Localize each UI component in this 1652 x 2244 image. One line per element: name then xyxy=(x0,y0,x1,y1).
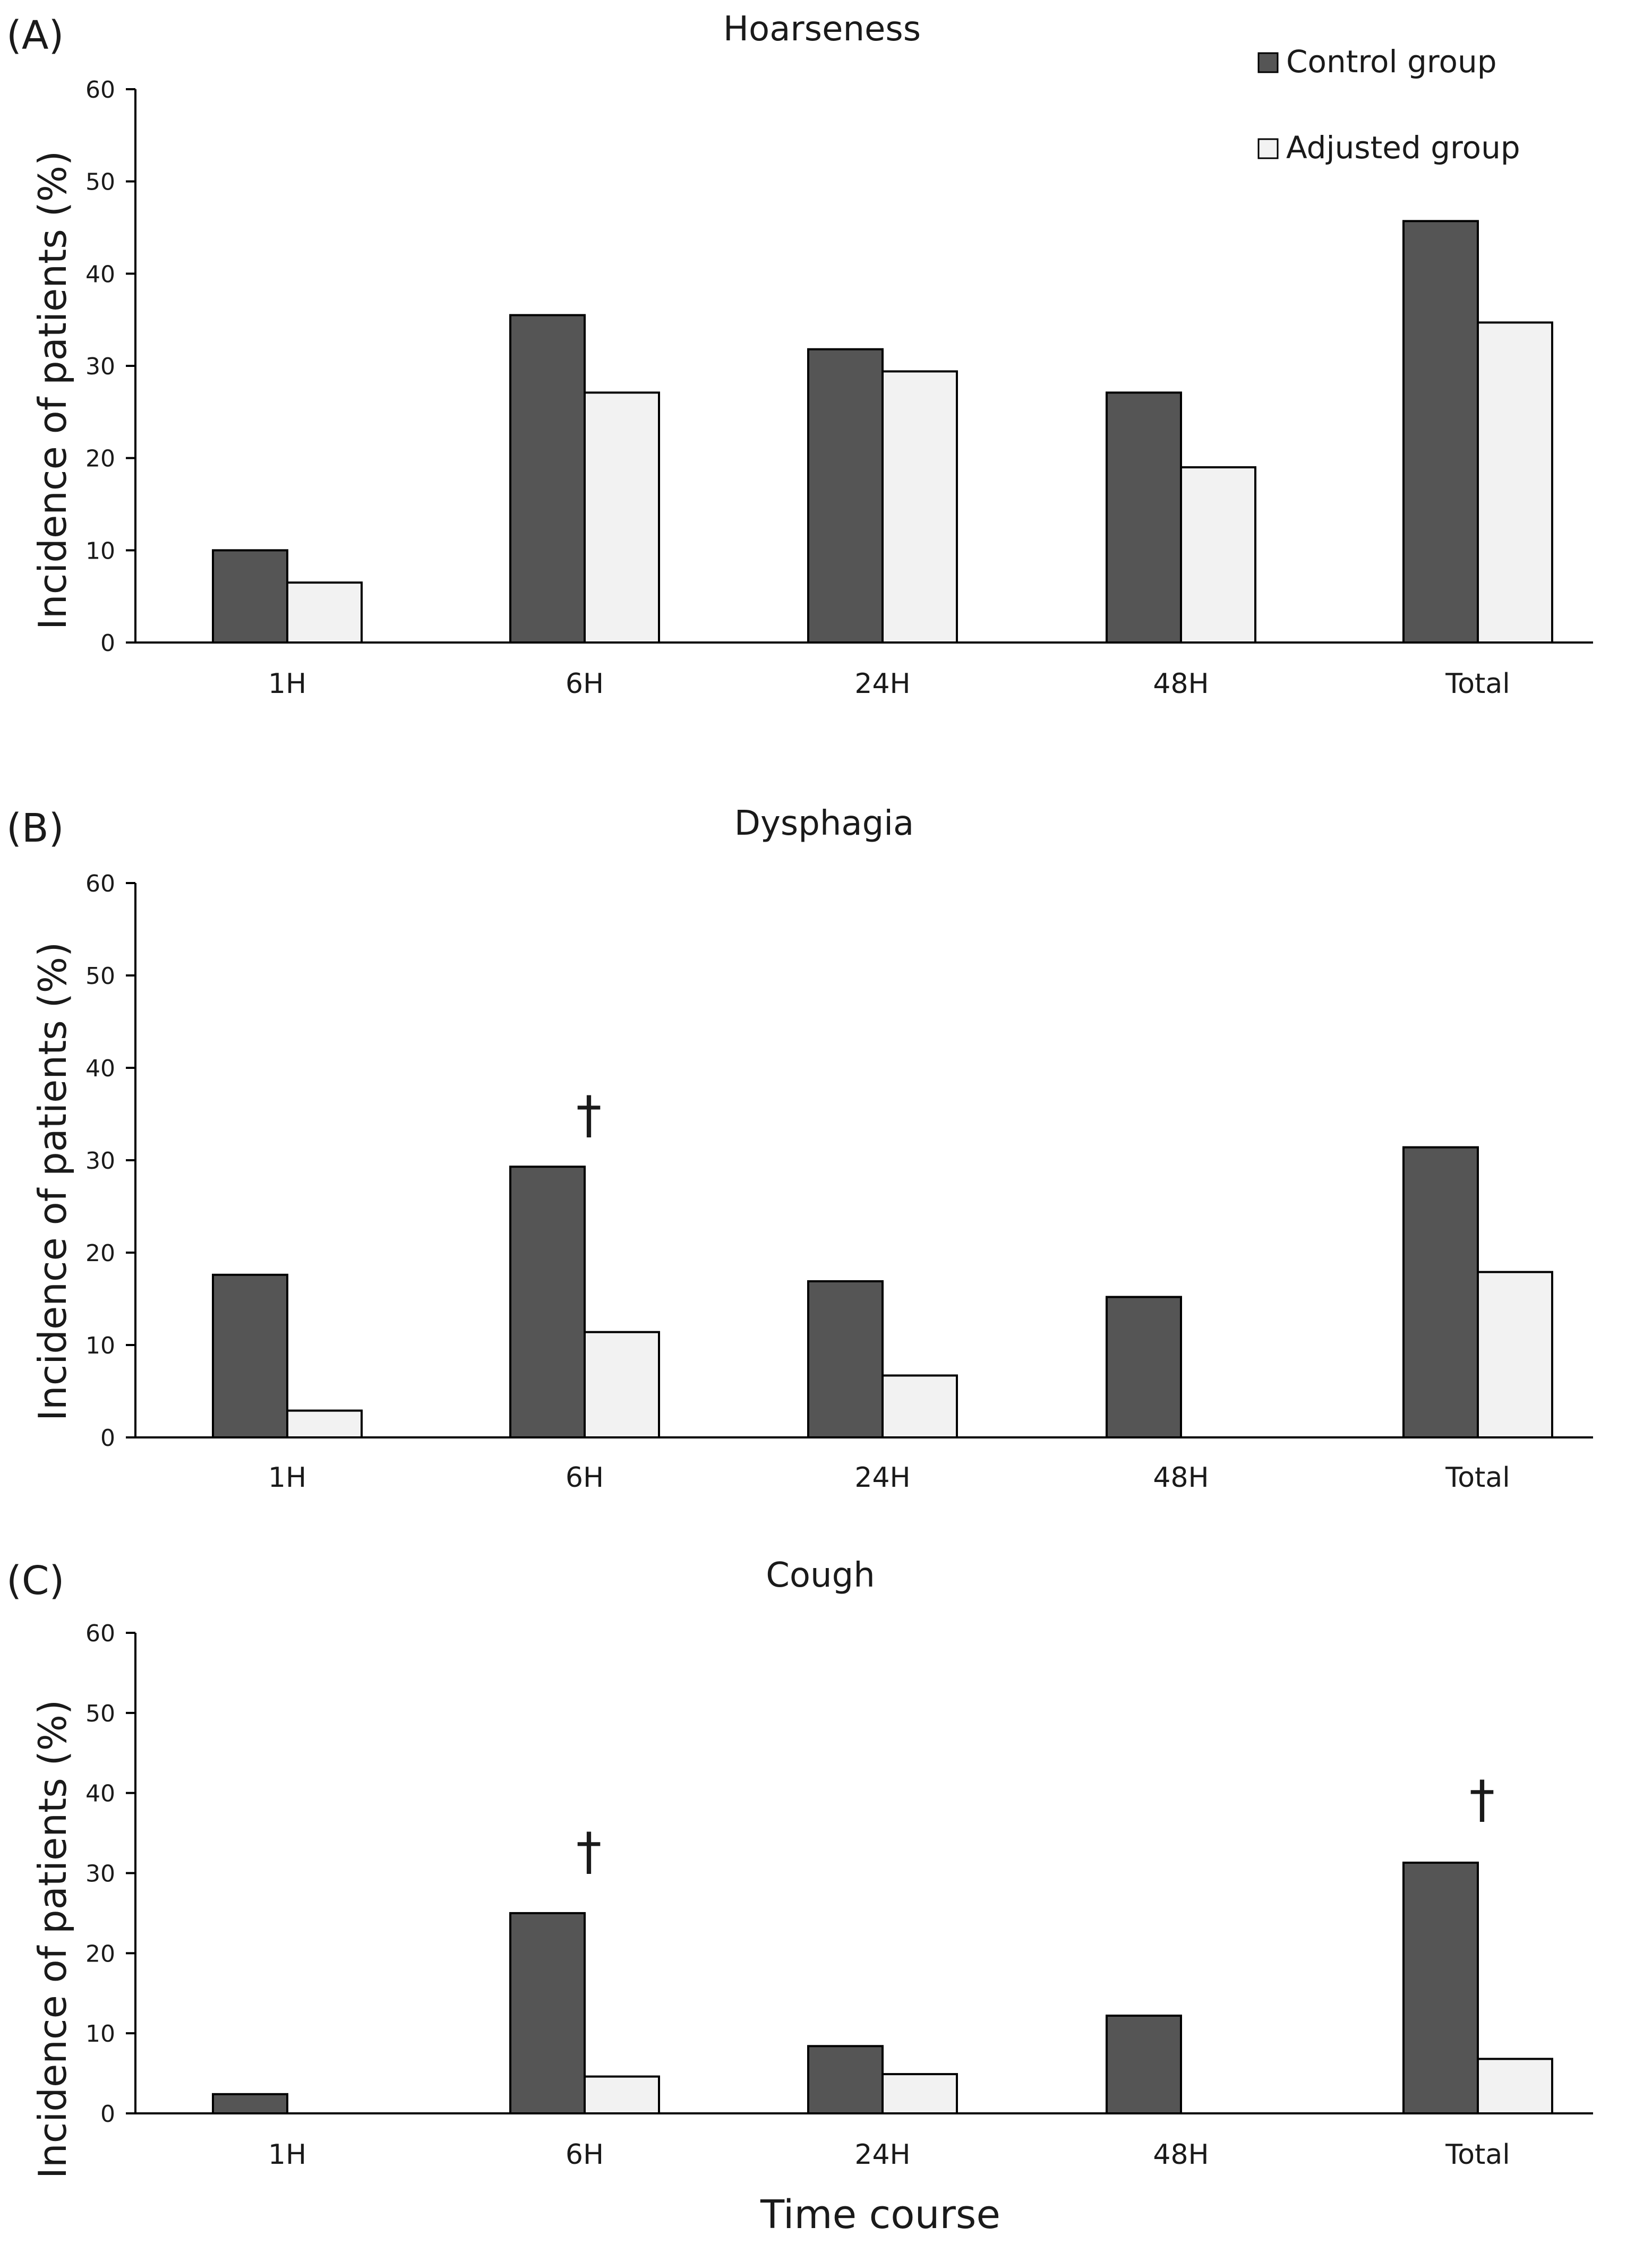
y-tick-label: 10 xyxy=(85,537,115,564)
bar-control-1h xyxy=(212,2093,288,2115)
y-tick-label: 30 xyxy=(85,353,115,380)
legend-label-control: Control group xyxy=(1286,44,1497,80)
x-axis-title: Time course xyxy=(760,2192,1000,2238)
bar-control-48h xyxy=(1106,1296,1182,1439)
y-tick-label: 60 xyxy=(85,870,115,897)
y-tick-label: 30 xyxy=(85,1147,115,1175)
bar-control-24h xyxy=(807,348,884,644)
x-tick-label-24h: 24H xyxy=(854,1462,910,1494)
legend-swatch-control xyxy=(1257,52,1279,73)
bar-control-total xyxy=(1402,1861,1479,2114)
x-tick-label-24h: 24H xyxy=(854,2139,910,2171)
panel-c-plot: 0 10 20 30 40 50 60 1H 6H 24H 48H Total † † xyxy=(85,1620,1593,2171)
significance-dagger: † xyxy=(1469,1770,1495,1829)
significance-dagger: † xyxy=(576,1822,602,1881)
bar-adjusted-48h xyxy=(1180,466,1256,644)
x-tick-label-1h: 1H xyxy=(268,668,306,700)
panel-c-y-axis-label: Incidence of patients (%) xyxy=(30,1700,75,2179)
bar-control-6h xyxy=(509,1166,586,1438)
panel-c-title: Cough xyxy=(766,1556,875,1595)
y-tick-label: 60 xyxy=(85,76,115,104)
panel-b-y-axis-label: Incidence of patients (%) xyxy=(30,942,75,1421)
bar-adjusted-6h xyxy=(584,391,660,644)
x-tick-label-6h: 6H xyxy=(566,2139,604,2171)
panel-a-legend: Control group Adjusted group xyxy=(1257,44,1520,166)
panel-a-label: (A) xyxy=(6,13,64,58)
bar-control-1h xyxy=(212,549,288,644)
panel-c: (C) Cough Incidence of patients (%) xyxy=(6,1556,875,2179)
y-tick-label: 0 xyxy=(100,630,115,657)
bar-control-48h xyxy=(1106,2014,1182,2115)
panel-b-label: (B) xyxy=(6,806,64,851)
x-tick-label-24h: 24H xyxy=(854,668,910,700)
legend-swatch-adjusted xyxy=(1257,138,1279,159)
y-tick-label: 20 xyxy=(85,1940,115,1967)
legend-label-adjusted: Adjusted group xyxy=(1286,130,1520,166)
panel-b: (B) Dysphagia Incidence of patients (%) xyxy=(6,804,914,1421)
panel-b-title: Dysphagia xyxy=(734,804,914,843)
x-tick-label-48h: 48H xyxy=(1153,1462,1209,1494)
y-tick-label: 40 xyxy=(85,1780,115,1808)
bar-control-24h xyxy=(807,1280,884,1438)
y-tick-label: 20 xyxy=(85,1240,115,1267)
y-tick-label: 10 xyxy=(85,1332,115,1359)
bar-adjusted-1h xyxy=(286,581,363,644)
x-tick-label-1h: 1H xyxy=(268,2139,306,2171)
x-tick-label-1h: 1H xyxy=(268,1462,306,1494)
bar-control-6h xyxy=(509,314,586,644)
bar-adjusted-total xyxy=(1477,1271,1553,1439)
bar-control-total xyxy=(1402,1146,1479,1438)
panel-a-plot: 0 10 20 30 40 50 60 1H 6H 24H 48H Total xyxy=(85,76,1593,700)
x-tick-label-6h: 6H xyxy=(566,668,604,700)
bar-adjusted-total xyxy=(1477,2058,1553,2115)
bar-control-24h xyxy=(807,2045,884,2115)
bar-control-total xyxy=(1402,220,1479,644)
bar-adjusted-total xyxy=(1477,321,1553,644)
bar-control-6h xyxy=(509,1912,586,2115)
panel-a: (A) Hoarseness Incidence of patients (%)… xyxy=(6,10,1520,630)
bar-adjusted-6h xyxy=(584,1331,660,1438)
x-tick-label-total: Total xyxy=(1445,668,1510,700)
panel-c-label: (C) xyxy=(6,1558,64,1604)
y-tick-label: 60 xyxy=(85,1620,115,1647)
panel-a-y-axis-label: Incidence of patients (%) xyxy=(30,151,75,630)
x-tick-label-6h: 6H xyxy=(566,1462,604,1494)
panel-b-plot: 0 10 20 30 40 50 60 1H 6H 24H 48H Total † xyxy=(85,870,1593,1494)
bar-control-48h xyxy=(1106,391,1182,644)
x-tick-label-48h: 48H xyxy=(1153,668,1209,700)
y-tick-label: 0 xyxy=(100,1425,115,1452)
x-tick-label-48h: 48H xyxy=(1153,2139,1209,2171)
significance-dagger: † xyxy=(576,1085,602,1145)
y-tick-label: 10 xyxy=(85,2020,115,2048)
bar-adjusted-24h xyxy=(881,2073,958,2114)
y-tick-label: 20 xyxy=(85,446,115,473)
bar-adjusted-6h xyxy=(584,2075,660,2115)
bar-adjusted-1h xyxy=(286,1409,363,1439)
x-tick-label-total: Total xyxy=(1445,2139,1510,2171)
panel-a-title: Hoarseness xyxy=(723,10,921,49)
y-tick-label: 50 xyxy=(85,169,115,196)
bar-adjusted-24h xyxy=(881,1374,958,1438)
y-tick-label: 50 xyxy=(85,963,115,990)
y-tick-label: 40 xyxy=(85,261,115,288)
x-tick-label-total: Total xyxy=(1445,1462,1510,1494)
y-tick-label: 0 xyxy=(100,2101,115,2128)
y-tick-label: 40 xyxy=(85,1055,115,1082)
y-tick-label: 50 xyxy=(85,1700,115,1727)
bar-adjusted-24h xyxy=(881,370,958,644)
y-tick-label: 30 xyxy=(85,1861,115,1888)
bar-control-1h xyxy=(212,1273,288,1438)
